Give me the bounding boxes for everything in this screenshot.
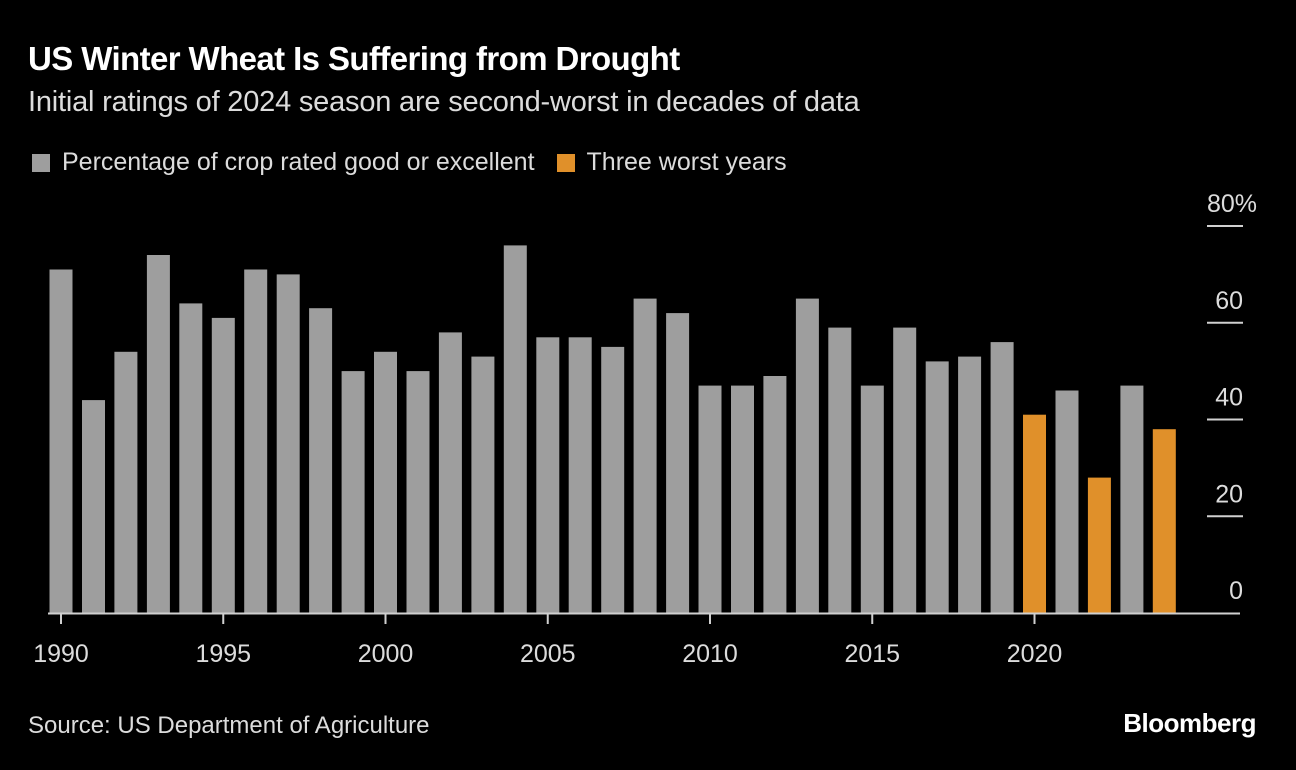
- y-tick-label: 20: [1215, 480, 1243, 508]
- y-tick-label: 60: [1215, 287, 1243, 315]
- bar-1995: [211, 317, 235, 613]
- source-note: Source: US Department of Agriculture: [28, 712, 430, 739]
- bar-2009: [666, 313, 690, 613]
- bar-2015: [860, 385, 884, 613]
- bar-1993: [146, 255, 170, 613]
- y-tick-label: 80%: [1207, 190, 1257, 218]
- bar-2007: [601, 346, 625, 613]
- chart-title: US Winter Wheat Is Suffering from Drough…: [28, 40, 680, 77]
- bar-2018: [958, 356, 982, 613]
- bar-2023: [1120, 385, 1144, 613]
- bar-worst-year-2024: [1152, 429, 1176, 613]
- bar-1991: [82, 400, 105, 613]
- bar-2004: [503, 245, 527, 613]
- bar-2011: [731, 385, 754, 613]
- legend-item-good-excellent: Percentage of crop rated good or excelle…: [32, 148, 535, 177]
- bar-worst-year-2020: [1023, 414, 1046, 613]
- legend-item-worst-years: Three worst years: [556, 148, 787, 177]
- bar-2012: [763, 376, 787, 613]
- x-tick-label: 2000: [358, 640, 414, 668]
- bar-2021: [1055, 390, 1079, 613]
- bar-2014: [828, 327, 852, 613]
- x-tick-label: 2005: [520, 640, 576, 668]
- bar-2017: [925, 361, 949, 613]
- bar-2010: [698, 385, 722, 613]
- legend: Percentage of crop rated good or excelle…: [32, 148, 809, 177]
- bar-2006: [568, 337, 592, 613]
- bar-1997: [276, 274, 300, 613]
- chart-subtitle: Initial ratings of 2024 season are secon…: [28, 86, 860, 118]
- legend-label: Three worst years: [586, 148, 787, 176]
- bar-2005: [536, 337, 560, 613]
- bar-2001: [406, 371, 430, 613]
- x-tick-label: 1990: [33, 640, 89, 668]
- bar-1998: [309, 308, 333, 613]
- bar-1992: [114, 351, 138, 613]
- legend-swatch-gray: [32, 153, 50, 172]
- bar-1999: [341, 371, 365, 613]
- bar-2019: [990, 342, 1014, 613]
- bar-1990: [49, 269, 73, 613]
- bar-2013: [795, 298, 819, 613]
- bar-1994: [179, 303, 203, 613]
- x-tick-label: 2010: [682, 640, 738, 668]
- y-tick-label: 40: [1215, 384, 1243, 412]
- bar-2003: [471, 356, 495, 613]
- y-tick-label: 0: [1229, 577, 1243, 605]
- x-tick-label: 1995: [195, 640, 251, 668]
- legend-label: Percentage of crop rated good or excelle…: [62, 148, 535, 176]
- bar-2000: [374, 351, 397, 613]
- x-tick-label: 2020: [1007, 640, 1063, 668]
- x-tick-label: 2015: [844, 640, 900, 668]
- bar-1996: [244, 269, 268, 613]
- bar-2002: [438, 332, 462, 613]
- bar-worst-year-2022: [1087, 477, 1111, 613]
- legend-swatch-orange: [556, 153, 575, 172]
- bloomberg-logo: Bloomberg: [1123, 708, 1256, 738]
- bar-2016: [893, 327, 917, 613]
- bar-2008: [633, 298, 657, 613]
